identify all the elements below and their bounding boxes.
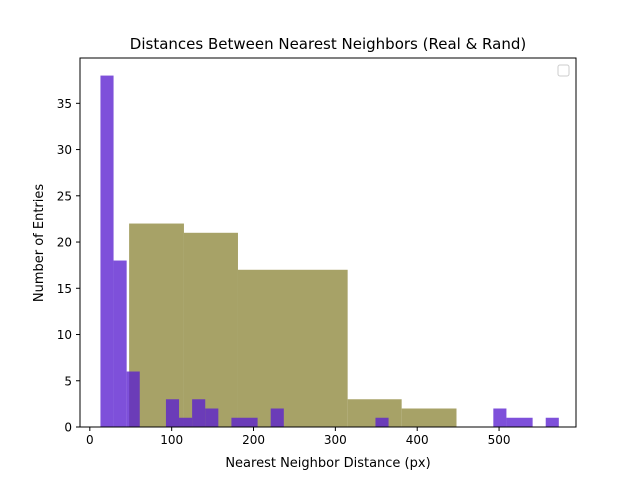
histogram-bar-series-0-bin-3 — [347, 399, 402, 427]
histogram-bar-series-1-bin-4 — [179, 417, 193, 427]
y-tick-label: 5 — [64, 374, 72, 388]
histogram-bar-series-0-bin-1 — [183, 232, 238, 427]
histogram-bar-series-1-bin-9 — [375, 417, 389, 427]
x-axis-label: Nearest Neighbor Distance (px) — [225, 456, 430, 471]
histogram-bar-series-1-bin-6 — [205, 408, 219, 427]
y-tick-label: 25 — [57, 189, 72, 203]
y-tick-label: 0 — [64, 421, 72, 435]
histogram-bar-series-0-bin-4 — [401, 408, 457, 427]
histogram-bar-series-1-bin-7 — [231, 417, 258, 427]
y-tick-label: 20 — [57, 236, 72, 250]
histogram-bar-series-1-bin-5 — [192, 399, 206, 427]
y-tick-label: 30 — [57, 143, 72, 157]
x-tick-label: 0 — [86, 433, 94, 447]
histogram-bar-series-1-bin-8 — [270, 408, 284, 427]
histogram-bar-series-1-bin-12 — [545, 417, 559, 427]
histogram-bar-series-1-bin-10 — [493, 408, 507, 427]
bars-layer — [100, 75, 559, 427]
x-tick-label: 300 — [324, 433, 347, 447]
y-tick-label: 10 — [57, 328, 72, 342]
legend — [557, 64, 570, 77]
x-tick-label: 400 — [406, 433, 429, 447]
x-axis-ticks: 0 100 200 300 400 500 — [86, 427, 511, 447]
x-tick-label: 500 — [488, 433, 511, 447]
histogram-bar-series-1-bin-2 — [126, 371, 140, 427]
chart-title: Distances Between Nearest Neighbors (Rea… — [130, 35, 526, 53]
y-tick-label: 15 — [57, 282, 72, 296]
y-tick-label: 35 — [57, 97, 72, 111]
y-axis-ticks: 0 5 10 15 20 25 30 35 — [57, 97, 80, 435]
histogram-bar-series-1-bin-3 — [165, 399, 180, 427]
legend-box — [557, 64, 570, 77]
x-tick-label: 200 — [242, 433, 265, 447]
histogram-bar-series-1-bin-1 — [113, 260, 127, 427]
histogram-bar-series-1-bin-11 — [506, 417, 533, 427]
y-axis-label: Number of Entries — [32, 184, 47, 303]
histogram-bar-series-1-bin-0 — [100, 75, 114, 427]
x-tick-label: 100 — [160, 433, 183, 447]
histogram-bar-series-0-bin-2 — [237, 269, 348, 427]
